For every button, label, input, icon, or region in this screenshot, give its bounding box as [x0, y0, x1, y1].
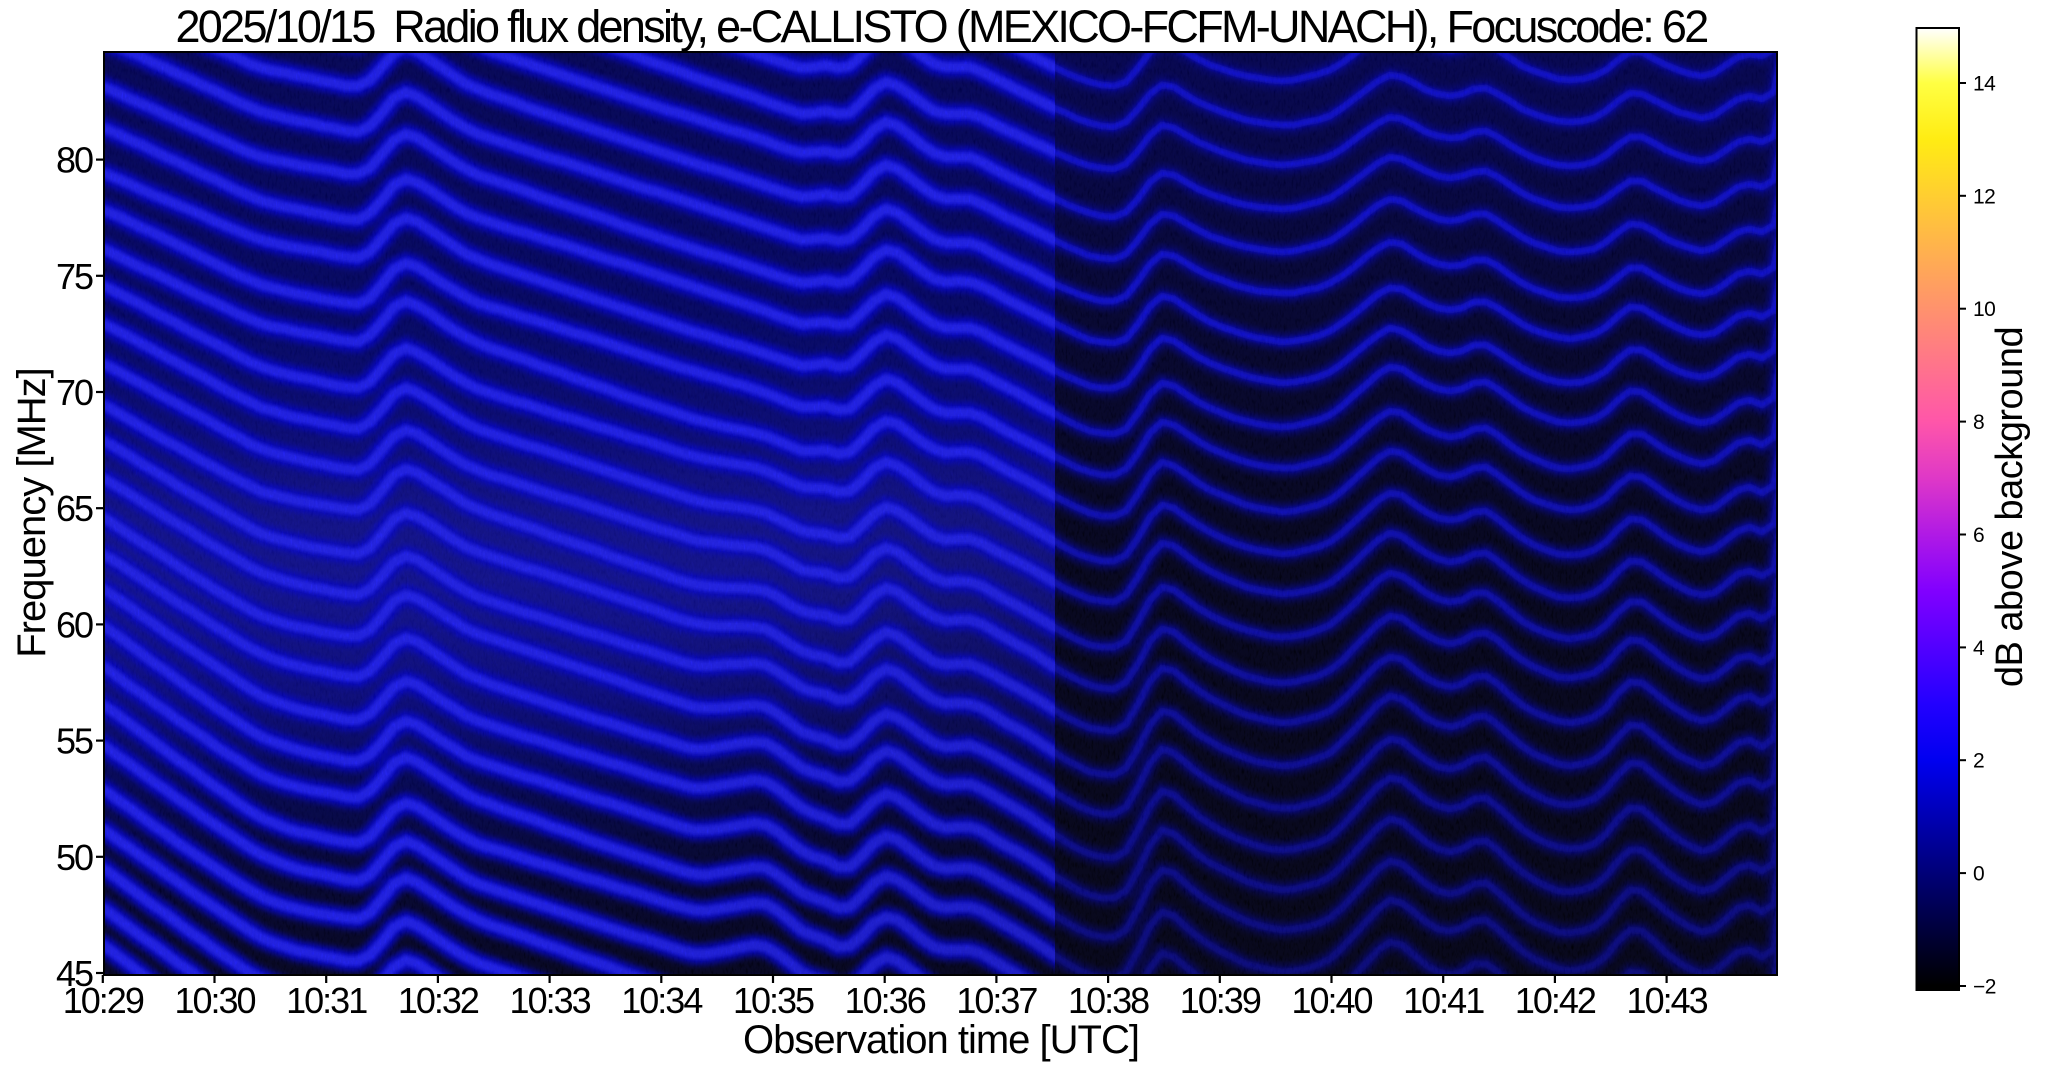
svg-text:10:39: 10:39	[1180, 980, 1261, 1021]
svg-text:10:35: 10:35	[733, 980, 814, 1021]
svg-text:10:34: 10:34	[621, 980, 702, 1021]
svg-text:80: 80	[56, 140, 93, 181]
svg-text:75: 75	[56, 256, 93, 297]
svg-text:dB above background: dB above background	[1989, 327, 2031, 687]
svg-text:10:33: 10:33	[510, 980, 591, 1021]
svg-text:10:31: 10:31	[286, 980, 367, 1021]
svg-text:8: 8	[1973, 411, 1984, 434]
svg-text:70: 70	[56, 372, 93, 413]
svg-text:10:32: 10:32	[398, 980, 479, 1021]
svg-text:−2: −2	[1973, 976, 1996, 999]
svg-text:6: 6	[1973, 524, 1984, 547]
svg-text:10:38: 10:38	[1068, 980, 1149, 1021]
svg-text:50: 50	[56, 837, 93, 878]
svg-text:10:36: 10:36	[845, 980, 926, 1021]
svg-text:45: 45	[56, 953, 93, 994]
svg-text:0: 0	[1973, 863, 1984, 886]
svg-text:55: 55	[56, 721, 93, 762]
svg-text:Frequency [MHz]: Frequency [MHz]	[10, 368, 54, 658]
svg-text:65: 65	[56, 488, 93, 529]
svg-text:10:37: 10:37	[956, 980, 1037, 1021]
svg-text:10:40: 10:40	[1291, 980, 1372, 1021]
svg-text:10:43: 10:43	[1627, 980, 1708, 1021]
svg-text:2: 2	[1973, 750, 1984, 773]
svg-text:60: 60	[56, 604, 93, 645]
svg-text:10:41: 10:41	[1403, 980, 1484, 1021]
svg-text:14: 14	[1973, 73, 1996, 96]
svg-text:10: 10	[1973, 298, 1995, 321]
svg-text:12: 12	[1973, 185, 1995, 208]
svg-text:10:30: 10:30	[174, 980, 255, 1021]
svg-text:2025/10/15 Radio flux density: 2025/10/15 Radio flux density, e-CALLIST…	[175, 1, 1707, 52]
svg-text:Observation time [UTC]: Observation time [UTC]	[743, 1018, 1139, 1062]
svg-text:10:42: 10:42	[1515, 980, 1596, 1021]
svg-text:4: 4	[1973, 637, 1985, 660]
svg-text:10:29: 10:29	[63, 980, 144, 1021]
